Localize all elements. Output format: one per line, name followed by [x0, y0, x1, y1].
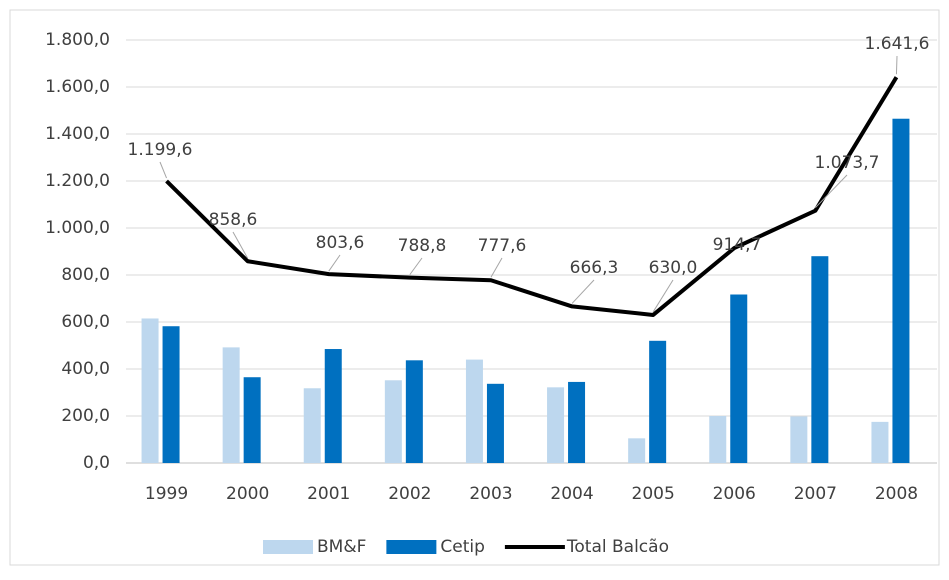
x-tick-label: 2007 — [794, 484, 837, 504]
x-tick-label: 2004 — [550, 484, 593, 504]
legend-label: BM&F — [317, 537, 366, 557]
data-label: 1.641,6 — [865, 34, 930, 54]
y-tick-label: 600,0 — [61, 312, 110, 332]
leader-line — [571, 279, 595, 304]
bar — [730, 294, 748, 463]
x-tick-label: 2000 — [226, 484, 269, 504]
y-tick-label: 1.000,0 — [45, 218, 110, 238]
y-tick-label: 1.400,0 — [45, 124, 110, 144]
data-label: 777,6 — [478, 236, 527, 256]
bar — [649, 340, 667, 463]
bar — [162, 326, 180, 463]
legend-swatch — [386, 540, 437, 554]
bar — [384, 380, 402, 463]
leader-line — [652, 279, 674, 313]
y-tick-label: 1.800,0 — [45, 30, 110, 50]
legend-label: Cetip — [440, 537, 485, 557]
x-tick-label: 2008 — [875, 484, 918, 504]
x-tick-label: 1999 — [145, 484, 188, 504]
y-tick-label: 0,0 — [83, 453, 110, 473]
leader-line — [159, 161, 168, 179]
bar — [628, 438, 646, 463]
data-label: 1.199,6 — [128, 140, 193, 160]
x-tick-label: 2003 — [469, 484, 512, 504]
leader-line — [232, 231, 249, 259]
x-tick-label: 2002 — [388, 484, 431, 504]
leader-line — [814, 174, 848, 209]
leader-line — [895, 55, 898, 75]
leader-line — [490, 257, 503, 278]
y-tick-label: 200,0 — [61, 406, 110, 426]
x-tick-label: 2006 — [713, 484, 756, 504]
data-label: 788,8 — [398, 236, 447, 256]
x-tick-label: 2001 — [307, 484, 350, 504]
bar — [243, 377, 261, 463]
y-tick-label: 1.200,0 — [45, 171, 110, 191]
bar — [405, 360, 423, 463]
bar — [222, 347, 240, 463]
bar — [324, 349, 342, 463]
bar — [568, 381, 586, 463]
data-label: 803,6 — [316, 233, 365, 253]
y-tick-label: 800,0 — [61, 265, 110, 285]
bar — [303, 388, 321, 463]
data-label: 630,0 — [649, 258, 698, 278]
data-label: 1.073,7 — [815, 153, 880, 173]
bar — [811, 256, 829, 463]
bar — [141, 318, 159, 463]
data-label: 858,6 — [209, 210, 258, 230]
line — [165, 76, 899, 317]
y-tick-label: 400,0 — [61, 359, 110, 379]
data-label: 666,3 — [570, 258, 619, 278]
bar — [790, 416, 808, 463]
chart-border — [9, 9, 940, 566]
y-tick-label: 1.600,0 — [45, 77, 110, 97]
bar — [465, 359, 483, 463]
data-label: 914,7 — [713, 235, 762, 255]
x-tick-label: 2005 — [632, 484, 675, 504]
leader-line — [328, 254, 341, 272]
legend-label: Total Balcão — [566, 537, 669, 557]
leader-line — [409, 257, 423, 275]
bar — [871, 421, 889, 463]
bar — [709, 416, 727, 463]
legend-swatch — [263, 540, 313, 554]
bar — [892, 118, 910, 463]
bar — [547, 387, 565, 463]
bar — [486, 383, 504, 463]
